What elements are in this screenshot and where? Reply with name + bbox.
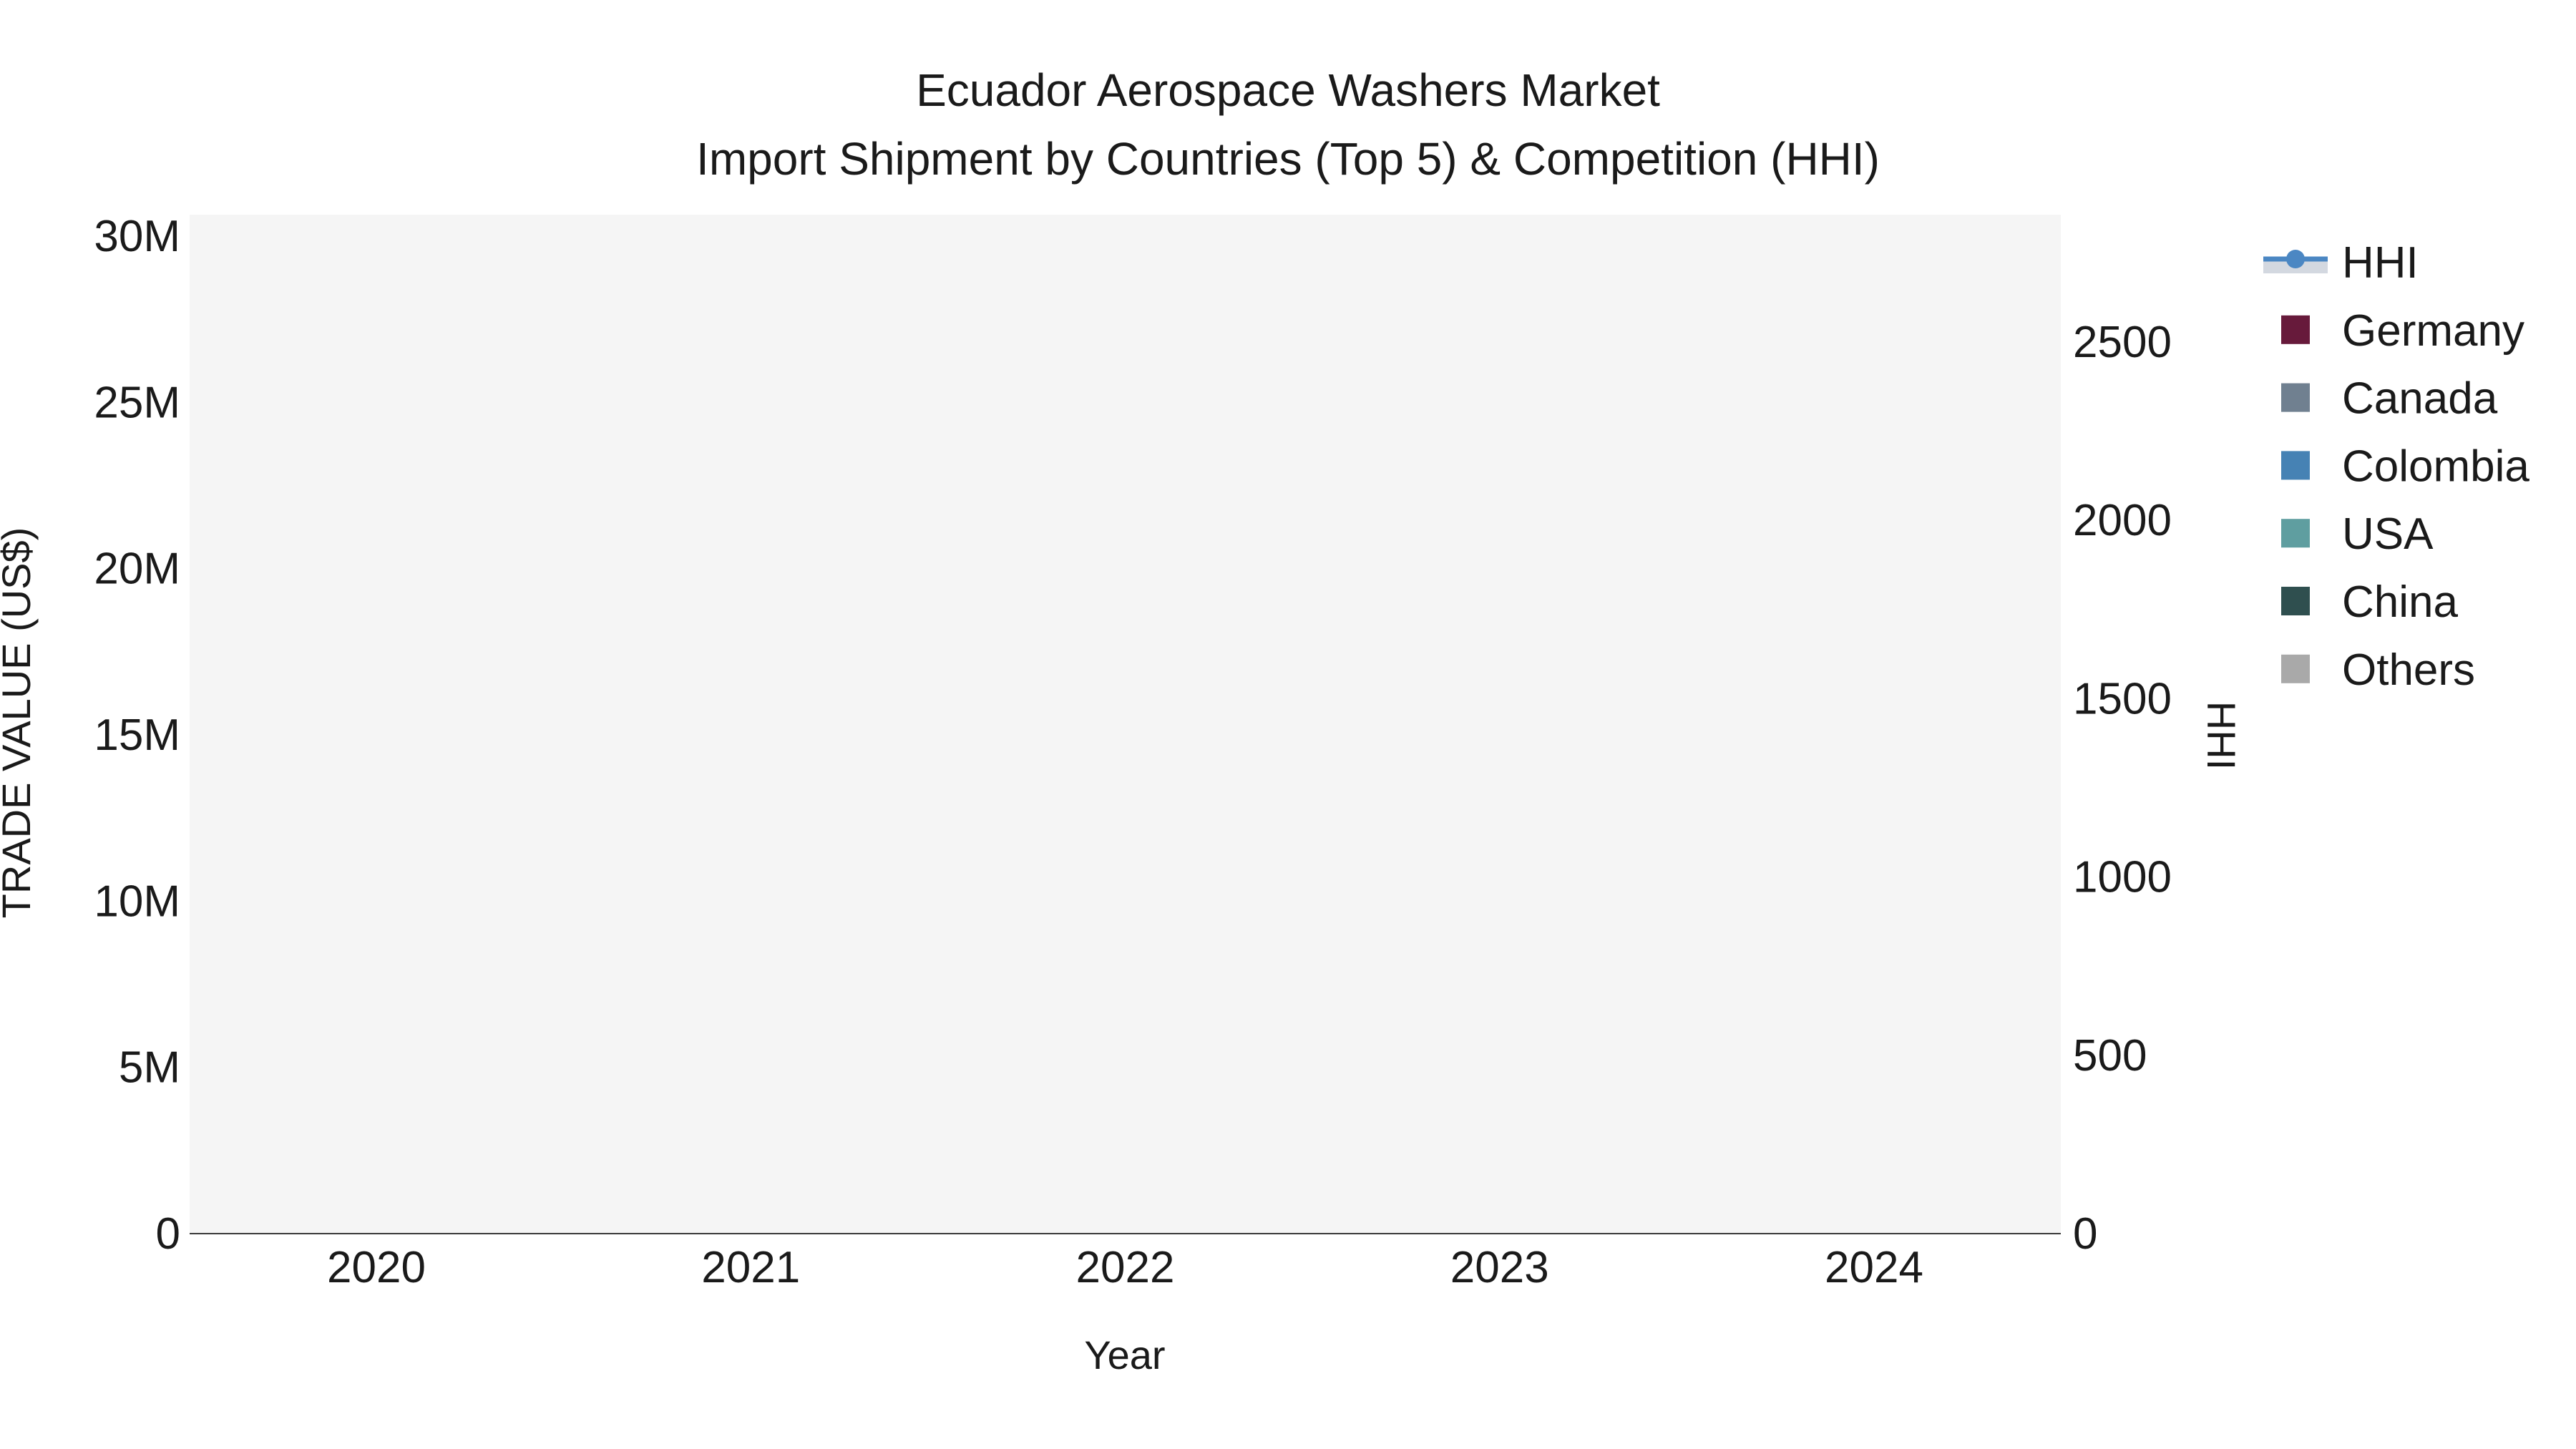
legend-label-Others: Others bbox=[2342, 645, 2475, 695]
y-right-tick-2500: 2500 bbox=[2073, 318, 2172, 367]
legend-item-Canada: Canada bbox=[2281, 374, 2498, 424]
y-right-tick-1000: 1000 bbox=[2073, 853, 2172, 902]
legend-item-Colombia: Colombia bbox=[2281, 441, 2529, 491]
legend-label-Canada: Canada bbox=[2342, 374, 2498, 424]
legend-item-Others: Others bbox=[2281, 645, 2475, 695]
y-left-tick-30M: 30M bbox=[94, 212, 180, 261]
legend: HHI Germany Canada Colombia USA China Others bbox=[2263, 238, 2529, 695]
legend-hhi-marker-sample bbox=[2286, 250, 2305, 268]
x-tick-labels: 2020 2021 2022 2023 2024 bbox=[327, 1243, 1923, 1292]
legend-swatch-USA bbox=[2281, 519, 2310, 548]
y-left-tick-15M: 15M bbox=[94, 711, 180, 760]
y-right-tick-500: 500 bbox=[2073, 1031, 2147, 1080]
legend-label-HHI: HHI bbox=[2342, 238, 2419, 288]
legend-label-Colombia: Colombia bbox=[2342, 441, 2529, 491]
x-axis-label: Year bbox=[1084, 1332, 1165, 1377]
y-left-tick-10M: 10M bbox=[94, 877, 180, 926]
legend-swatch-Canada bbox=[2281, 383, 2310, 412]
y-right-tick-0: 0 bbox=[2073, 1209, 2097, 1259]
x-tick-2022: 2022 bbox=[1076, 1243, 1175, 1292]
legend-swatch-China bbox=[2281, 587, 2310, 615]
x-tick-2021: 2021 bbox=[701, 1243, 800, 1292]
y-left-tick-20M: 20M bbox=[94, 545, 180, 594]
legend-item-Germany: Germany bbox=[2281, 306, 2524, 356]
y-left-tick-0: 0 bbox=[156, 1209, 180, 1259]
chart-title-line1: Ecuador Aerospace Washers Market bbox=[916, 64, 1660, 116]
x-tick-2020: 2020 bbox=[327, 1243, 426, 1292]
legend-label-USA: USA bbox=[2342, 509, 2434, 559]
y-left-axis-label: TRADE VALUE (US$) bbox=[0, 527, 39, 919]
legend-swatch-Colombia bbox=[2281, 451, 2310, 480]
legend-label-Germany: Germany bbox=[2342, 306, 2524, 356]
legend-item-HHI: HHI bbox=[2263, 238, 2419, 288]
x-tick-2024: 2024 bbox=[1825, 1243, 1923, 1292]
legend-swatch-Germany bbox=[2281, 315, 2310, 344]
legend-item-USA: USA bbox=[2281, 509, 2434, 559]
legend-item-China: China bbox=[2281, 577, 2459, 627]
chart-title-line2: Import Shipment by Countries (Top 5) & C… bbox=[696, 133, 1880, 185]
x-tick-2023: 2023 bbox=[1450, 1243, 1549, 1292]
y-right-tick-2000: 2000 bbox=[2073, 496, 2172, 545]
y-right-tick-1500: 1500 bbox=[2073, 674, 2172, 723]
y-left-tick-5M: 5M bbox=[119, 1043, 180, 1093]
legend-swatch-Others bbox=[2281, 654, 2310, 683]
y-right-tick-labels: 0 500 1000 1500 2000 2500 bbox=[2073, 318, 2172, 1259]
legend-label-China: China bbox=[2342, 577, 2459, 627]
y-right-axis-label: HHI bbox=[2199, 701, 2244, 770]
y-left-tick-labels: 0 5M 10M 15M 20M 25M 30M bbox=[94, 212, 180, 1259]
y-left-tick-25M: 25M bbox=[94, 378, 180, 427]
